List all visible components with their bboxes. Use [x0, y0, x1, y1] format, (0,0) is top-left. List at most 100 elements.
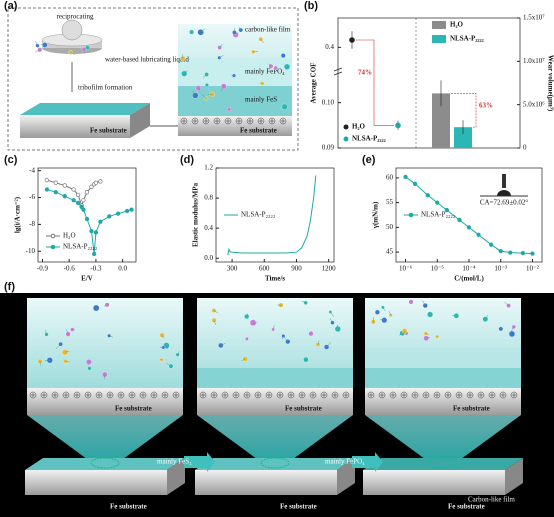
charge [267, 393, 271, 397]
charge [265, 391, 273, 399]
charge [232, 391, 240, 399]
plate-top [25, 458, 185, 470]
charge [223, 393, 227, 397]
charge [411, 391, 419, 399]
charge [259, 119, 263, 123]
molecule-tail [65, 360, 70, 363]
molecule-tail [103, 304, 108, 307]
legend-label: NLSA-P₂₂₂₂ [241, 211, 276, 219]
point [530, 251, 535, 256]
label: Fe substrate [280, 503, 317, 511]
molecule-tail [382, 307, 386, 312]
point [349, 37, 355, 43]
charge [180, 117, 188, 125]
charge [311, 393, 315, 397]
film-layer [197, 368, 353, 388]
charge [281, 119, 285, 123]
point [53, 180, 58, 185]
molecule-tail [510, 326, 515, 332]
molecule-tail [201, 94, 207, 99]
molecule [308, 331, 314, 337]
charge [199, 391, 207, 399]
charge [256, 393, 260, 397]
legend-marker [432, 21, 446, 29]
axis-break [333, 67, 343, 76]
bar [432, 93, 450, 148]
molecule-tail [66, 329, 69, 335]
y-tick-label: 60 [386, 174, 394, 182]
molecule-tail [388, 311, 391, 316]
molecule-tail [35, 40, 38, 46]
substrate [27, 388, 183, 415]
legend-label: H₂O [63, 232, 76, 240]
label: Fe substrate [90, 127, 127, 135]
molecule-tail [241, 358, 246, 361]
film-layer [365, 368, 521, 388]
molecule [86, 359, 92, 365]
point [62, 183, 67, 188]
charge [152, 393, 156, 397]
charge [278, 393, 282, 397]
molecule-tail [87, 367, 90, 369]
panel-label: (a) [4, 0, 18, 12]
charge [477, 391, 485, 399]
arrow [352, 452, 383, 472]
molecule-tail [239, 27, 242, 31]
molecule-tail [253, 51, 259, 53]
charge [237, 119, 241, 123]
point [89, 184, 94, 189]
charge [367, 391, 375, 399]
point [89, 228, 94, 234]
charge [400, 391, 408, 399]
y-tick-label: -4 [29, 166, 35, 174]
molecule-tail [379, 318, 385, 321]
molecule-tail [45, 329, 47, 335]
y-tick-label: 45 [386, 248, 394, 256]
charge [479, 393, 483, 397]
molecule-tail [260, 39, 264, 43]
molecule [211, 308, 217, 313]
point [84, 216, 90, 222]
ball [61, 19, 83, 41]
series-line [227, 175, 317, 256]
molecule-tail [235, 33, 237, 35]
point [520, 250, 526, 256]
y2-tick-label: 1.5x10⁷ [523, 14, 545, 22]
droplet [497, 190, 511, 196]
charge [501, 393, 505, 397]
panel-a-diagram [20, 19, 292, 138]
substrate [365, 388, 521, 415]
molecule-tail [403, 330, 405, 335]
charge [433, 391, 441, 399]
molecule-tail [425, 333, 429, 335]
charge [455, 391, 463, 399]
film-layer [178, 86, 292, 116]
charge [402, 393, 406, 397]
legend-marker [50, 233, 56, 239]
molecule-tail [272, 325, 275, 330]
charge [279, 117, 287, 125]
molecule-tail [509, 331, 513, 335]
molecule-tail [330, 311, 335, 318]
molecule-tail [220, 342, 226, 346]
molecule-tail [485, 314, 489, 320]
legend-marker [408, 212, 414, 218]
molecule-tail [275, 66, 277, 69]
charge [342, 391, 350, 399]
frame [37, 167, 137, 263]
charge [97, 393, 101, 397]
charge [488, 391, 496, 399]
y-tick-label: 0.09 [322, 144, 335, 152]
molecule-tail [504, 301, 509, 306]
molecule-tail [406, 332, 408, 334]
charge [210, 391, 218, 399]
label: mainly FePO₄ [325, 458, 365, 466]
molecule-tail [166, 345, 168, 349]
charge [62, 391, 70, 399]
charge [457, 393, 461, 397]
y-tick-label: -6 [29, 193, 35, 201]
y-tick-label: 0.8 [204, 194, 213, 202]
charge [257, 117, 265, 125]
plate-top [363, 458, 523, 470]
legend-marker [432, 35, 446, 43]
